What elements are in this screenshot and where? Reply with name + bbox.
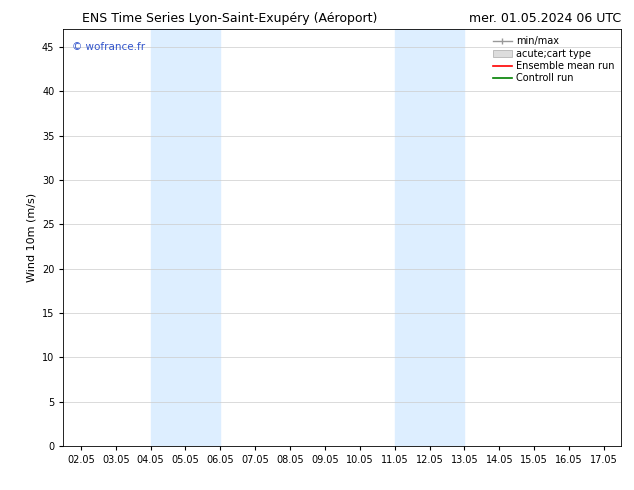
Text: mer. 01.05.2024 06 UTC: mer. 01.05.2024 06 UTC: [469, 12, 621, 25]
Text: © wofrance.fr: © wofrance.fr: [72, 42, 145, 52]
Legend: min/max, acute;cart type, Ensemble mean run, Controll run: min/max, acute;cart type, Ensemble mean …: [491, 34, 616, 85]
Y-axis label: Wind 10m (m/s): Wind 10m (m/s): [27, 193, 36, 282]
Bar: [394, 29, 464, 446]
Bar: [150, 29, 221, 446]
Text: ENS Time Series Lyon-Saint-Exupéry (Aéroport): ENS Time Series Lyon-Saint-Exupéry (Aéro…: [82, 12, 378, 25]
